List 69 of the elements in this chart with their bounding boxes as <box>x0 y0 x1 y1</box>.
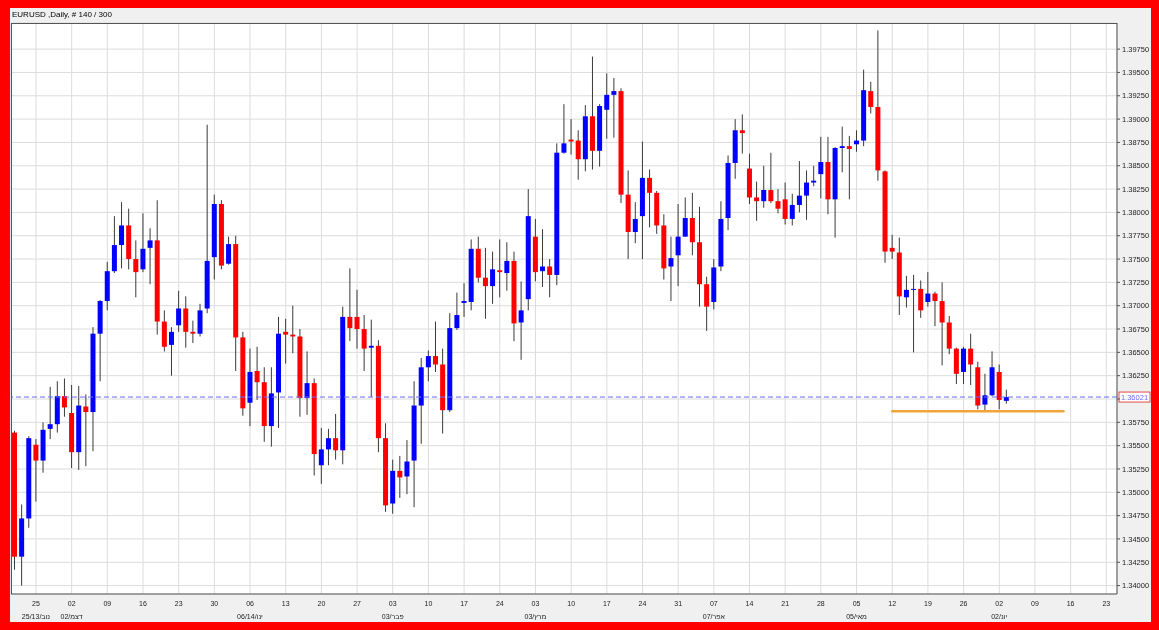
candlestick <box>604 72 610 140</box>
candlestick <box>889 234 895 260</box>
candlestick <box>961 346 967 385</box>
candlestick <box>404 439 410 495</box>
candlestick <box>482 247 488 320</box>
candlestick <box>575 129 581 181</box>
candlestick <box>839 126 845 173</box>
candlestick <box>133 239 139 298</box>
candlestick <box>932 291 938 327</box>
candlestick <box>361 314 367 372</box>
candlestick <box>183 295 189 349</box>
candlestick <box>768 152 774 204</box>
candlestick <box>818 136 824 199</box>
candlestick <box>761 165 767 209</box>
candlestick <box>968 333 974 386</box>
candlestick <box>454 292 460 331</box>
chart-title: EURUSD ,Daily, # 140 / 300 <box>12 10 112 20</box>
candlestick <box>318 427 324 485</box>
candlestick <box>682 196 688 238</box>
candlestick <box>140 212 146 273</box>
candlestick <box>176 290 182 333</box>
candlestick <box>119 201 125 269</box>
candlestick <box>739 113 745 155</box>
candlestick <box>83 393 89 467</box>
candlestick <box>504 241 510 292</box>
candlestick <box>518 280 524 361</box>
candlestick <box>868 81 874 114</box>
candlestick <box>911 274 917 353</box>
candlestick <box>789 193 795 226</box>
candlestick <box>226 236 232 266</box>
candlestick <box>903 275 909 309</box>
candlestick <box>647 168 653 228</box>
candlestick <box>283 318 289 365</box>
candlestick <box>432 321 438 373</box>
candlestick <box>347 267 353 342</box>
candlestick <box>490 251 496 305</box>
candlestick <box>425 349 431 382</box>
candlestick <box>939 281 945 366</box>
candlestick <box>611 77 617 139</box>
candlestick <box>254 346 260 401</box>
candlestick <box>925 271 931 308</box>
candlestick <box>47 386 53 440</box>
candlestick <box>704 276 710 332</box>
candlestick <box>197 303 203 337</box>
candlestick <box>190 320 196 344</box>
candlestick <box>461 282 467 318</box>
candlestick <box>561 103 567 155</box>
candlestick <box>33 438 39 503</box>
candlestick <box>168 326 174 377</box>
candlestick <box>668 236 674 302</box>
candlestick <box>147 227 153 285</box>
candlestick <box>547 258 553 298</box>
candlestick <box>782 182 788 226</box>
candlestick <box>632 201 638 244</box>
candlestick <box>368 319 374 398</box>
candlestick <box>775 188 781 214</box>
candlestick <box>918 280 924 319</box>
candlestick <box>675 203 681 287</box>
candlestick <box>846 135 852 200</box>
candlestick <box>754 181 760 222</box>
candlestick <box>325 428 331 466</box>
candlestick <box>497 238 503 298</box>
candlestick <box>397 455 403 499</box>
candlestick <box>982 373 988 412</box>
candlestick <box>811 165 817 187</box>
candlestick <box>796 160 802 213</box>
candlestick <box>333 413 339 461</box>
candlestick <box>804 169 810 221</box>
candlestick <box>354 289 360 350</box>
